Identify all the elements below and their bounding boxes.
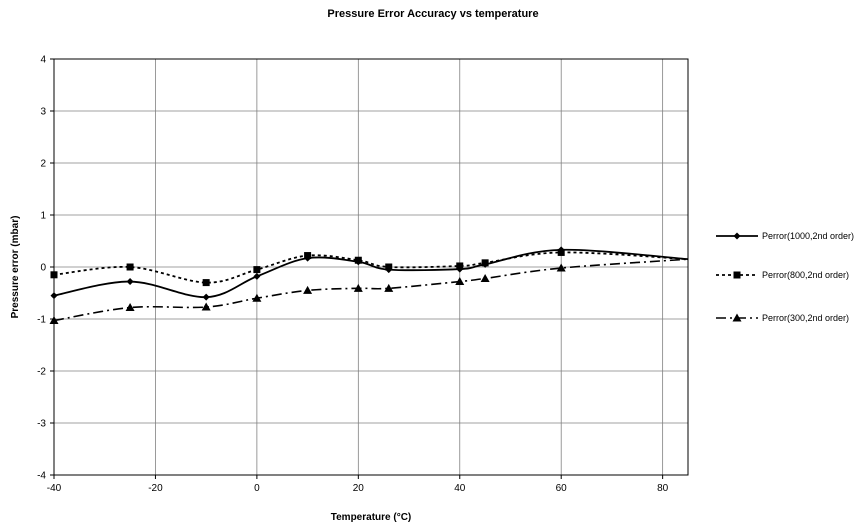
legend-marker — [733, 232, 741, 240]
x-tick-label: 80 — [657, 483, 669, 494]
data-point — [385, 263, 393, 271]
y-tick-label: 0 — [40, 263, 46, 274]
data-point — [252, 293, 262, 302]
series-layer — [49, 246, 689, 325]
data-point — [253, 266, 261, 274]
y-axis-label: Pressure error (mbar) — [10, 216, 21, 319]
data-point — [202, 279, 210, 287]
y-tick-label: 4 — [40, 55, 46, 66]
data-point — [126, 278, 134, 286]
legend-label: Perror(800,2nd order) — [762, 270, 849, 280]
data-point — [126, 263, 134, 271]
series-line — [54, 251, 689, 284]
data-point — [50, 292, 58, 300]
data-point — [50, 271, 58, 279]
data-point — [303, 285, 313, 294]
data-point — [557, 248, 565, 256]
series-2 — [50, 248, 689, 287]
y-tick-label: -1 — [37, 315, 46, 326]
legend-marker — [732, 313, 742, 322]
data-point — [201, 302, 211, 311]
y-tick-label: 2 — [40, 159, 46, 170]
y-tick-label: -2 — [37, 367, 46, 378]
x-axis-label: Temperature (°C) — [331, 512, 412, 523]
x-tick-label: 20 — [353, 483, 365, 494]
data-point — [354, 256, 362, 264]
chart-title: Pressure Error Accuracy vs temperature — [327, 8, 538, 20]
data-point — [456, 262, 464, 270]
data-point — [384, 283, 394, 292]
data-point — [49, 316, 59, 325]
y-tick-label: 1 — [40, 211, 46, 222]
x-tick-label: 40 — [454, 483, 466, 494]
series-line — [54, 258, 689, 322]
data-point — [455, 277, 465, 286]
y-tick-label: -4 — [37, 471, 46, 482]
legend-item: Perror(300,2nd order) — [716, 313, 849, 323]
legend: Perror(1000,2nd order) Perror(800,2nd ord… — [716, 231, 854, 323]
series-3 — [49, 258, 689, 325]
grid — [53, 58, 688, 476]
legend-label: Perror(300,2nd order) — [762, 313, 849, 323]
y-tick-label: -3 — [37, 419, 46, 430]
legend-label: Perror(1000,2nd order) — [762, 231, 854, 241]
series-1 — [50, 246, 689, 301]
x-tick-label: -20 — [148, 483, 163, 494]
y-tick-labels: -4 -3 -2 -1 0 1 2 3 4 — [37, 55, 54, 482]
data-point — [202, 293, 210, 301]
legend-item: Perror(1000,2nd order) — [716, 231, 854, 241]
legend-item: Perror(800,2nd order) — [716, 270, 849, 280]
series-line — [54, 248, 689, 299]
data-point — [556, 263, 566, 272]
x-tick-label: 0 — [254, 483, 260, 494]
data-point — [125, 303, 135, 312]
x-tick-labels: -40 -20 0 20 40 60 80 — [47, 475, 669, 494]
x-tick-label: -40 — [47, 483, 62, 494]
legend-marker — [733, 271, 741, 279]
data-point — [353, 283, 363, 292]
data-point — [304, 252, 312, 260]
data-point — [481, 259, 489, 267]
data-point — [253, 272, 261, 280]
data-point — [480, 273, 490, 282]
y-tick-label: 3 — [40, 107, 46, 118]
x-tick-label: 60 — [556, 483, 568, 494]
